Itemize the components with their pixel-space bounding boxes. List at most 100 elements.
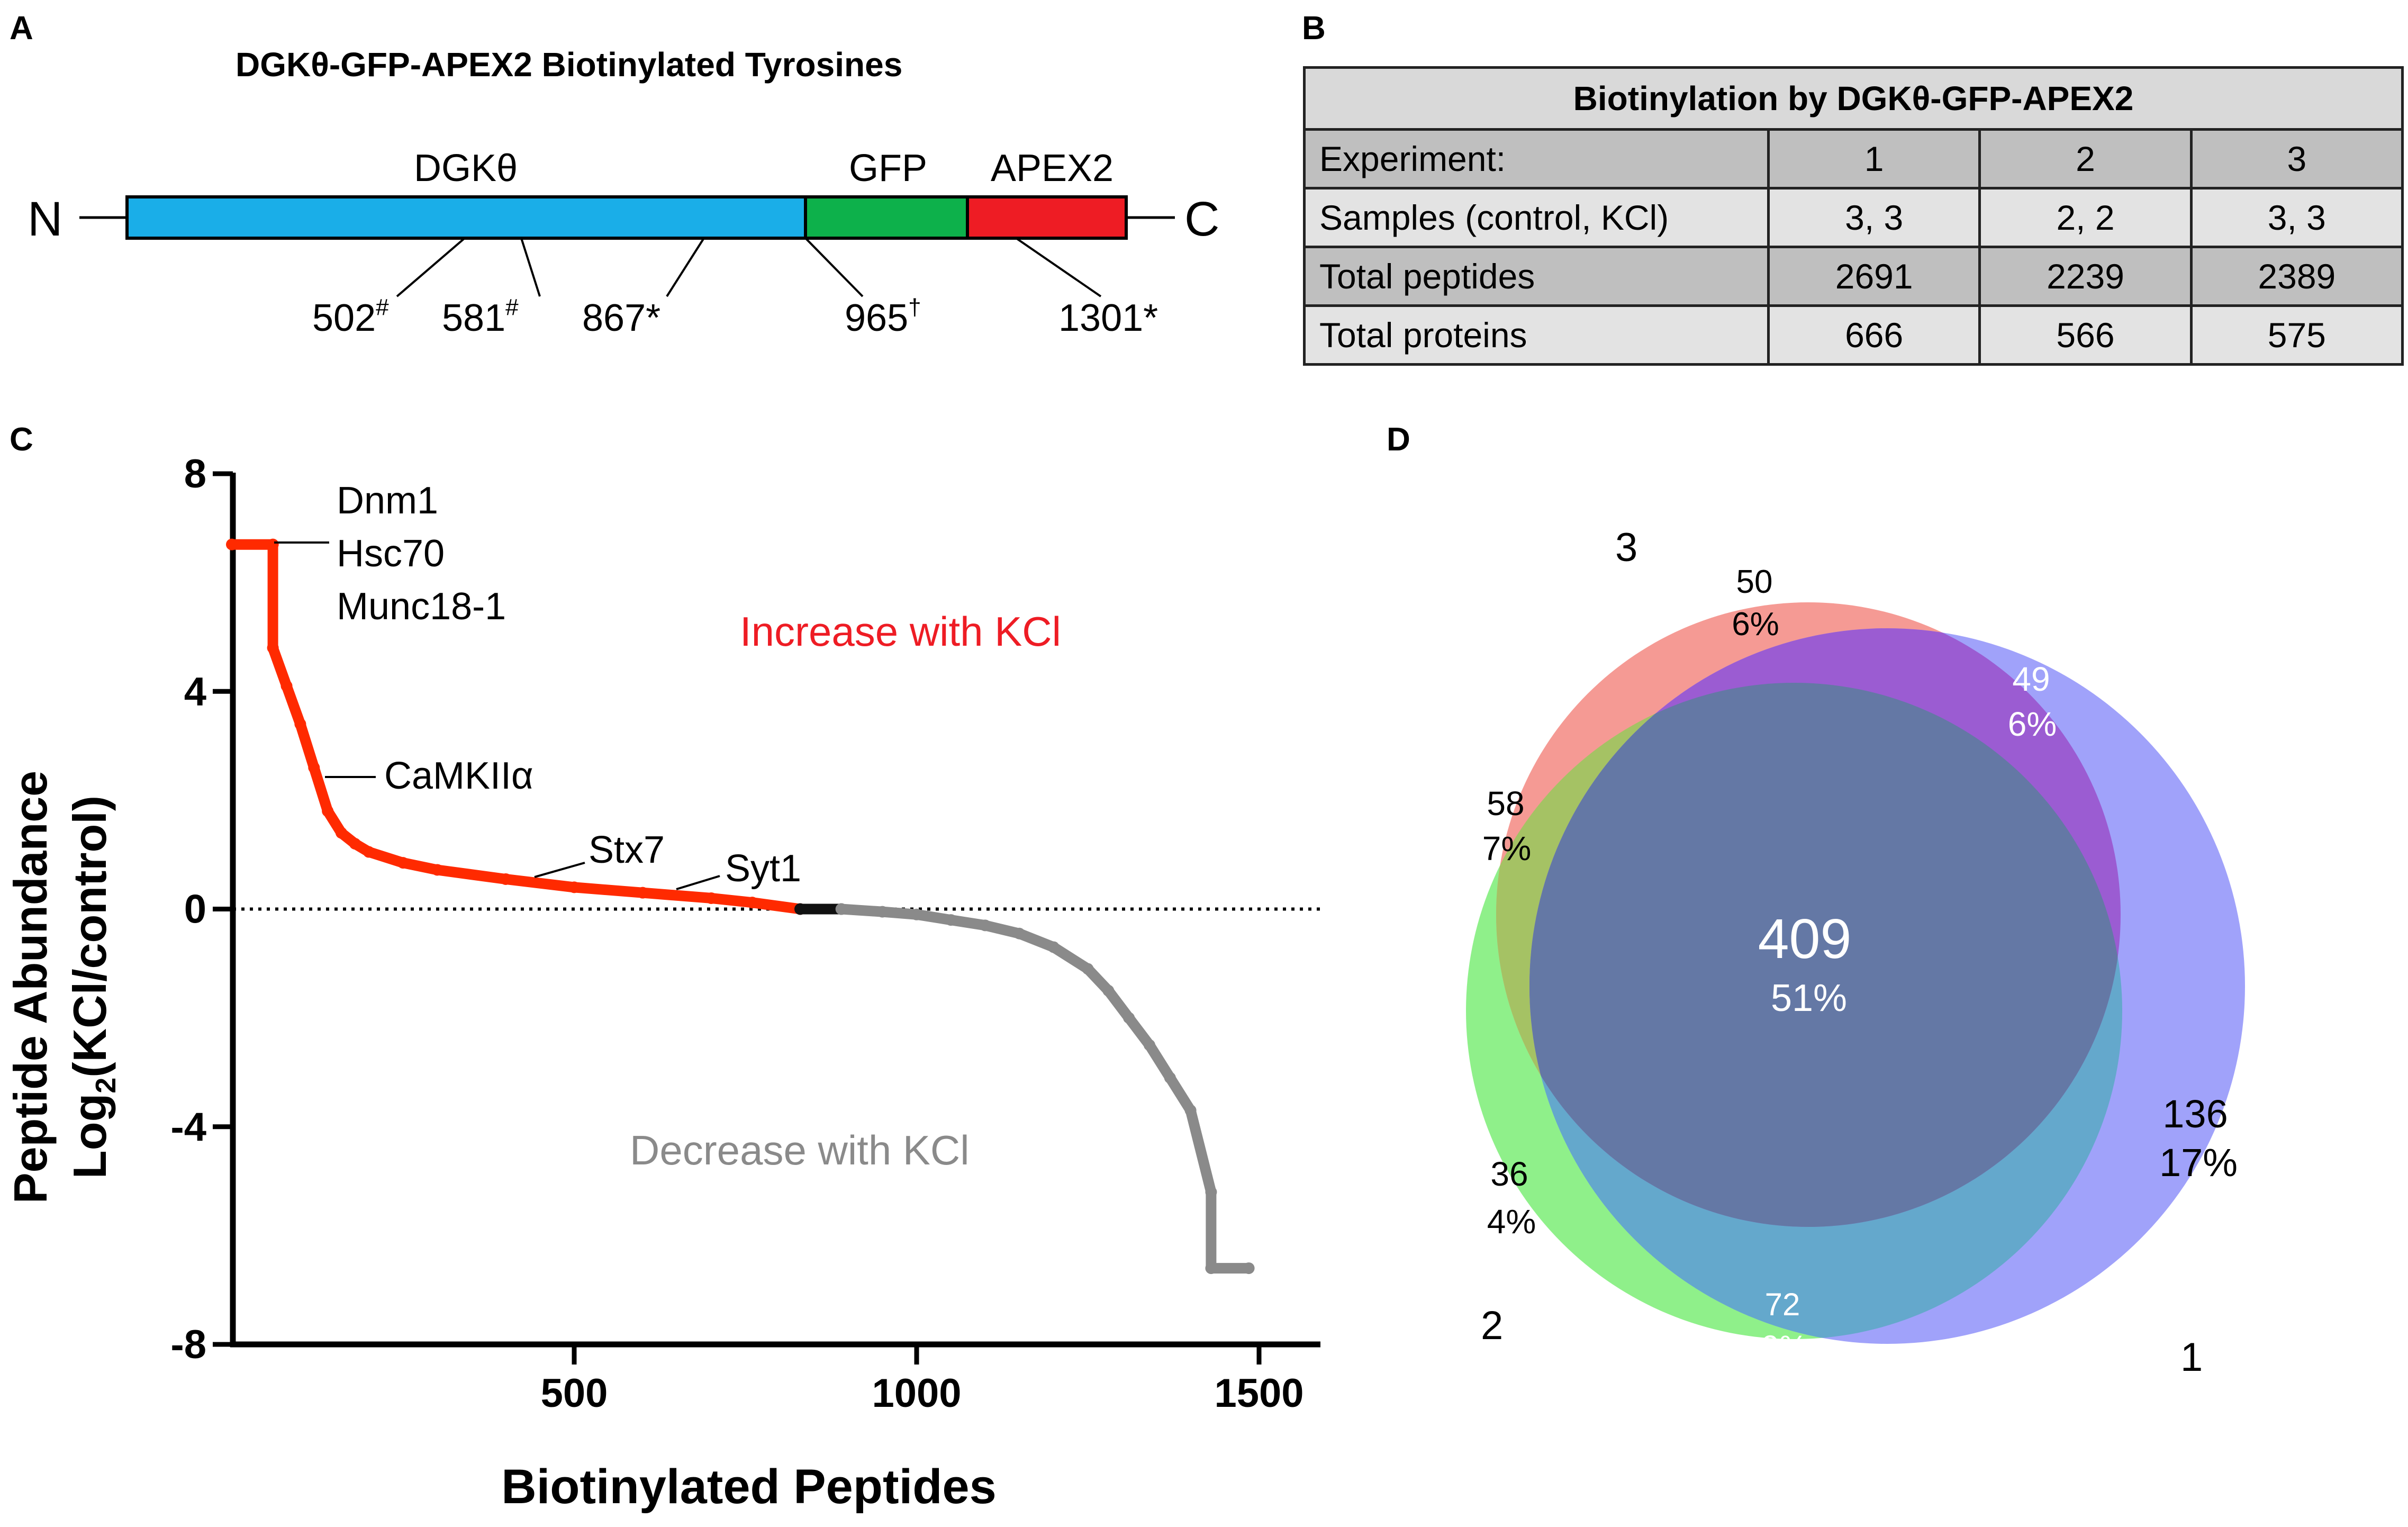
data-point [705,892,717,904]
data-point [308,762,320,774]
protein-diagram: N C DGKθ GFP APEX2 502# 581# 867* 965† 1… [28,147,1219,339]
table-cell: 566 [1978,304,2193,366]
data-point [1102,984,1115,997]
series-line-0 [227,539,805,915]
gfp-domain [804,195,969,240]
venn-pct-3only: 6% [1732,606,1779,643]
decrease-label: Decrease with KCl [630,1127,970,1173]
dgk-theta-domain [125,195,807,240]
site-965: 965† [845,294,921,339]
data-point [267,642,279,654]
data-point [431,864,443,876]
site-1301: 1301* [1058,297,1158,339]
site-867: 867* [582,297,660,339]
venn-diagram: 3 2 1 409 51% 50 6% 49 6% 58 7% 36 4% 72… [1466,525,2245,1380]
table-cell: Total proteins [1303,304,1770,366]
y-tick-label: -4 [170,1105,206,1150]
data-point [349,838,361,850]
venn-label-2: 2 [1481,1303,1503,1348]
x-tick-label: 1500 [1214,1371,1303,1416]
data-point [1205,1262,1217,1275]
venn-count-1only: 136 [2162,1092,2228,1136]
data-point [876,906,889,918]
site-502: 502# [312,294,389,339]
panel-a-title: DGKθ-GFP-APEX2 Biotinylated Tyrosines [236,46,903,84]
biotinylation-table: Biotinylation by DGKθ-GFP-APEX2 Experime… [1303,66,2404,366]
increase-label: Increase with KCl [740,608,1061,655]
table-cell: 575 [2189,304,2404,366]
venn-pct-2only: 4% [1487,1203,1536,1241]
table-cell: 2, 2 [1978,187,2193,248]
table-title: Biotinylation by DGKθ-GFP-APEX2 [1303,66,2404,131]
y-axis-label-line2: Log2(KCl/control) [64,796,122,1179]
y-axis-label-line1: Peptide Abundance [4,771,57,1204]
venn-pct-1and3: 6% [2008,705,2057,743]
gfp-label: GFP [849,147,927,189]
table-cell: 2 [1978,128,2193,189]
data-point [280,680,293,692]
data-point [794,903,807,915]
venn-label-3: 3 [1615,525,1637,570]
data-point [1205,1186,1217,1198]
apex2-domain [966,195,1128,240]
site-581: 581# [442,294,519,339]
data-point [1082,963,1094,975]
venn-pct-1and2: 9% [1762,1329,1808,1365]
data-point [835,903,847,915]
data-point [637,887,649,899]
venn-count-3only: 50 [1736,564,1773,600]
table-cell: 3, 3 [1767,187,1981,248]
protein-label-hsc70: Hsc70 [337,532,445,575]
x-tick-label: 1000 [872,1371,961,1416]
venn-count-center: 409 [1758,908,1852,970]
n-terminus-label: N [28,192,62,246]
data-point [363,846,375,858]
table-cell: Samples (control, KCl) [1303,187,1770,248]
x-axis-label: Biotinylated Peptides [501,1460,997,1514]
protein-label-camkii: CaMKIIα [384,755,533,797]
venn-pct-2and3: 7% [1482,829,1532,868]
venn-pct-center: 51% [1771,977,1847,1019]
venn-pct-1only: 17% [2159,1141,2238,1185]
data-point [226,538,238,550]
x-tick-label: 500 [541,1371,608,1416]
venn-count-2and3: 58 [1487,784,1524,823]
data-point [500,873,512,885]
data-point [1047,941,1060,953]
protein-label-syt1: Syt1 [725,847,801,890]
table-cell: 666 [1767,304,1981,366]
table-cell: 1 [1767,128,1981,189]
panel-d-letter: D [1387,421,1410,458]
data-point [1184,1104,1197,1116]
venn-count-1and3: 49 [2012,660,2050,698]
data-point [1243,1262,1255,1275]
table-row: Total peptides 2691 2239 2389 [1303,246,2404,307]
panel-b-letter: B [1302,10,1326,47]
apex2-label: APEX2 [991,147,1114,189]
data-point [336,827,348,839]
data-point [322,805,334,817]
venn-count-1and2: 72 [1765,1287,1800,1322]
table-cell: 2389 [2189,246,2404,307]
y-tick-label: 0 [184,887,206,932]
data-point [945,914,957,926]
table-cell: 2239 [1978,246,2193,307]
data-point [979,919,991,932]
table-cell: 3 [2189,128,2404,189]
data-point [746,897,758,909]
data-point [1143,1039,1155,1051]
y-tick-label: 4 [184,669,206,714]
table-cell: Experiment: [1303,128,1770,189]
data-point [911,908,922,920]
table-cell: 2691 [1767,246,1981,307]
table-row: Total proteins 666 566 575 [1303,304,2404,366]
scatter-chart: Peptide Abundance Log2(KCl/control) Biot… [4,451,1320,1514]
venn-count-2only: 36 [1490,1155,1528,1193]
table-cell: 3, 3 [2189,187,2404,248]
protein-label-stx7: Stx7 [589,829,665,871]
panel-c-letter: C [10,421,33,458]
protein-label-dnm1: Dnm1 [337,480,438,522]
protein-label-munc18: Munc18-1 [337,585,506,628]
y-tick-label: -8 [170,1322,206,1367]
series-line-2 [836,903,1254,1274]
